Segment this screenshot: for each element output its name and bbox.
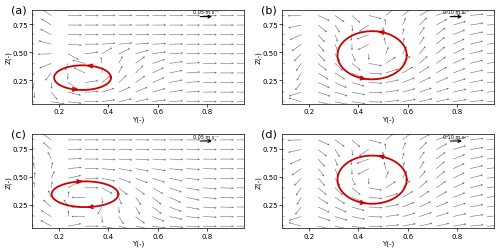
Text: 0.05 m s⁻¹: 0.05 m s⁻¹ (194, 10, 219, 15)
Text: 0.10 m s⁻¹: 0.10 m s⁻¹ (444, 10, 469, 15)
Y-axis label: Z(-): Z(-) (256, 51, 262, 64)
Y-axis label: Z(-): Z(-) (256, 175, 262, 188)
X-axis label: Y(-): Y(-) (382, 240, 394, 246)
Y-axis label: Z(-): Z(-) (6, 175, 12, 188)
Text: 0.10 m s⁻¹: 0.10 m s⁻¹ (444, 134, 469, 139)
X-axis label: Y(-): Y(-) (132, 240, 144, 246)
Text: (c): (c) (10, 129, 26, 139)
Text: (b): (b) (260, 5, 276, 15)
X-axis label: Y(-): Y(-) (382, 116, 394, 122)
Text: 0.05 m s⁻¹: 0.05 m s⁻¹ (194, 134, 219, 139)
X-axis label: Y(-): Y(-) (132, 116, 144, 122)
Text: (d): (d) (260, 129, 276, 139)
Y-axis label: Z(-): Z(-) (6, 51, 12, 64)
Text: (a): (a) (10, 5, 26, 15)
